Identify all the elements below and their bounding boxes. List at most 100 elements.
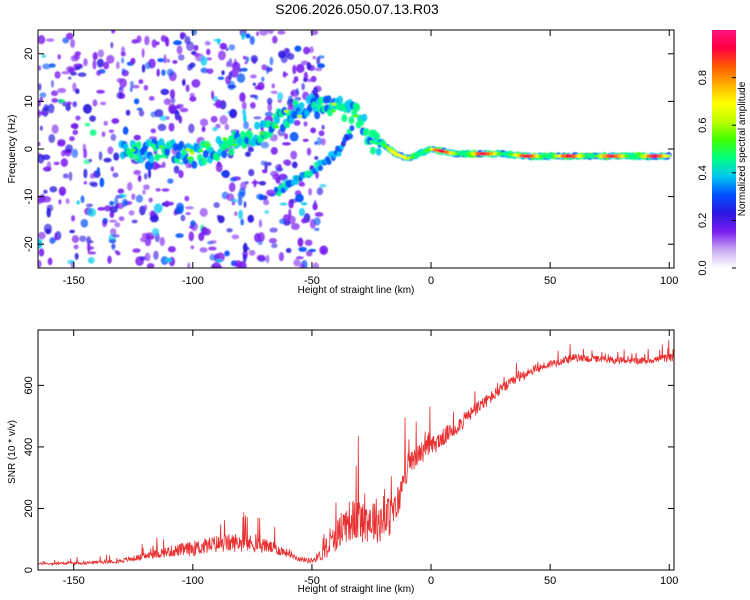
spectrogram-ridge-mark: [337, 95, 344, 104]
spectrogram-noise-mark: [193, 44, 199, 51]
spectrogram-noise-mark: [269, 56, 274, 66]
spectrogram-noise-mark: [236, 73, 246, 83]
spectrogram-ridge-mark: [314, 111, 321, 120]
spectrogram-noise-mark: [210, 240, 217, 244]
spectrogram-noise-mark: [96, 70, 102, 76]
spectrogram-noise-mark: [240, 67, 248, 72]
spectrogram-noise-mark: [316, 56, 321, 65]
spectrogram-noise-mark: [290, 223, 300, 230]
spectrogram-noise-mark: [293, 120, 301, 126]
spectrogram-noise-mark: [217, 76, 225, 80]
spectrogram-noise-mark: [254, 85, 263, 90]
spectrogram-noise-mark: [292, 64, 297, 75]
spectrogram-noise-mark: [38, 259, 42, 268]
spectrogram-noise-mark: [308, 188, 313, 196]
spectrogram-noise-mark: [48, 133, 56, 143]
spectrogram-noise-mark: [300, 60, 309, 66]
spectrogram-noise-mark: [244, 61, 248, 65]
spectrogram-noise-mark: [135, 194, 144, 203]
spectrogram-noise-mark: [310, 127, 317, 134]
spectrogram-noise-mark: [317, 55, 325, 59]
spectrogram-noise-mark: [191, 79, 201, 88]
spectrogram-noise-mark: [120, 46, 126, 56]
spectrogram-noise-mark: [283, 133, 289, 140]
spectrogram-noise-mark: [116, 251, 121, 256]
spectrogram-noise-mark: [247, 146, 255, 153]
spectrogram-noise-mark: [259, 30, 269, 36]
spectrogram-noise-mark: [256, 254, 266, 261]
spectrogram-noise-mark: [121, 68, 126, 75]
spectrogram-noise-mark: [68, 171, 73, 181]
spectrogram-noise-mark: [51, 98, 59, 103]
spectrogram-noise-mark: [277, 30, 286, 35]
colorbar: 0.0 0.2 0.4 0.6 0.8 Normalized spectral ampl…: [697, 30, 748, 276]
spectrogram-noise-mark: [277, 99, 282, 103]
spectrogram-noise-mark: [209, 253, 216, 261]
spectrogram-bright-spot: [185, 148, 191, 152]
spectrogram-noise-mark: [113, 152, 120, 161]
spectrogram-noise-mark: [252, 82, 256, 86]
spectrogram-noise-mark: [188, 225, 195, 229]
spectrogram-noise-mark: [108, 129, 115, 133]
spectrogram-noise-mark: [200, 226, 208, 236]
spectrogram-noise-mark: [184, 36, 191, 45]
spectrogram-bright-spot: [222, 137, 228, 141]
spectrogram-noise-mark: [305, 250, 313, 257]
spectrogram-noise-mark: [179, 32, 186, 38]
spectrogram-noise-mark: [314, 67, 323, 72]
figure-title: S206.2026.050.07.13.R03: [275, 1, 439, 17]
spectrogram-ridge-mark: [369, 146, 376, 155]
spectrogram-noise-mark: [260, 141, 270, 149]
spectrogram-noise-mark: [314, 155, 319, 160]
spectrogram-noise-mark: [110, 133, 117, 141]
spectrogram-noise-mark: [87, 257, 95, 264]
spectrogram-noise-mark: [313, 217, 321, 226]
spectrogram-noise-mark: [111, 30, 116, 34]
spectrogram-noise-mark: [199, 207, 208, 217]
spectrogram-noise-mark: [48, 63, 56, 68]
spectrogram-noise-mark: [88, 158, 93, 163]
spectrogram-noise-mark: [239, 92, 246, 103]
spectrogram-noise-mark: [184, 195, 190, 202]
spectrogram-noise-mark: [249, 94, 257, 98]
spectrogram-ridge-mark: [254, 121, 261, 130]
spectrogram-noise-mark: [217, 50, 226, 61]
spectrogram-noise-mark: [240, 218, 245, 226]
spectrogram-noise-mark: [69, 136, 75, 142]
spectrogram-noise-mark: [109, 205, 118, 213]
spectrogram-noise-mark: [107, 255, 112, 264]
spectrogram-noise-mark: [96, 89, 105, 94]
snr-frame: [37, 329, 675, 571]
spectrogram-noise-mark: [312, 262, 320, 268]
spectrogram-noise-mark: [244, 151, 251, 157]
spectrogram-noise-mark: [130, 80, 134, 87]
spectrogram-noise-mark: [79, 64, 83, 69]
x-tick-label: -50: [304, 575, 320, 587]
spectrogram-noise-mark: [258, 181, 267, 186]
spectrogram-noise-mark: [282, 71, 287, 78]
spectrogram-noise-mark: [275, 176, 281, 184]
spectrogram-noise-mark: [166, 68, 174, 77]
spectrogram-noise-mark: [65, 103, 71, 112]
spectrogram-noise-mark: [312, 55, 317, 60]
spectrogram-noise-mark: [301, 83, 305, 91]
spectrogram-noise-mark: [206, 48, 211, 56]
spectrogram-noise-mark: [71, 215, 76, 222]
spectrogram-noise-mark: [143, 184, 150, 191]
spectrogram-noise-mark: [76, 200, 80, 205]
spectrogram-ridge-mark: [354, 103, 361, 112]
spectrogram-noise-mark: [247, 214, 255, 223]
spectrogram-noise-mark: [310, 75, 317, 83]
spectrogram-noise-mark: [39, 125, 43, 131]
spectrogram-noise-mark: [70, 38, 76, 48]
spectrogram-branch-mark: [348, 133, 354, 140]
spectrogram-noise-mark: [237, 196, 243, 206]
spectrogram-noise-mark: [161, 161, 166, 169]
spectrogram-noise-mark: [42, 63, 51, 70]
spectrogram-noise-mark: [270, 170, 279, 177]
spectrogram-noise-mark: [172, 60, 178, 64]
spectrogram-ridge-mark: [221, 150, 228, 159]
spectrogram-noise-mark: [241, 101, 247, 110]
spectrogram-noise-mark: [242, 55, 247, 60]
spectrogram-noise-mark: [250, 74, 257, 79]
